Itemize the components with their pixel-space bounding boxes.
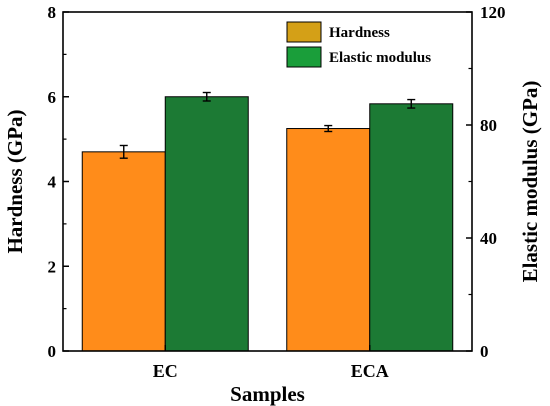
right-tick-label: 120 <box>480 3 506 22</box>
right-tick-label: 0 <box>480 342 489 361</box>
right-axis-title: Elastic modulus (GPa) <box>518 81 542 283</box>
right-axis-ticks: 0 40 80 120 <box>466 3 506 361</box>
left-tick-label: 8 <box>48 3 57 22</box>
right-tick-label: 40 <box>480 229 497 248</box>
legend: Hardness Elastic modulus <box>286 21 431 68</box>
left-axis-ticks: 0 2 4 6 8 <box>48 3 69 361</box>
left-tick-label: 0 <box>48 342 57 361</box>
legend-swatch <box>286 21 322 43</box>
category-label: ECA <box>351 361 389 381</box>
legend-label: Hardness <box>329 25 390 41</box>
legend-swatch <box>286 46 322 68</box>
legend-label: Elastic modulus <box>329 50 431 66</box>
x-axis-title: Samples <box>230 382 305 406</box>
error-bars-group <box>119 91 416 159</box>
bar-elastic-modulus-ec <box>164 96 249 352</box>
category-ticks: EC ECA <box>153 345 389 381</box>
bar-hardness-ec <box>81 151 166 352</box>
left-tick-label: 2 <box>48 257 57 276</box>
left-axis-title: Hardness (GPa) <box>3 109 27 253</box>
left-tick-label: 4 <box>48 173 57 192</box>
category-label: EC <box>153 361 178 381</box>
bar-elastic-modulus-eca <box>369 103 454 352</box>
left-tick-label: 6 <box>48 88 57 107</box>
bar-hardness-eca <box>286 128 371 352</box>
right-tick-label: 80 <box>480 116 497 135</box>
bars-group <box>81 96 454 352</box>
